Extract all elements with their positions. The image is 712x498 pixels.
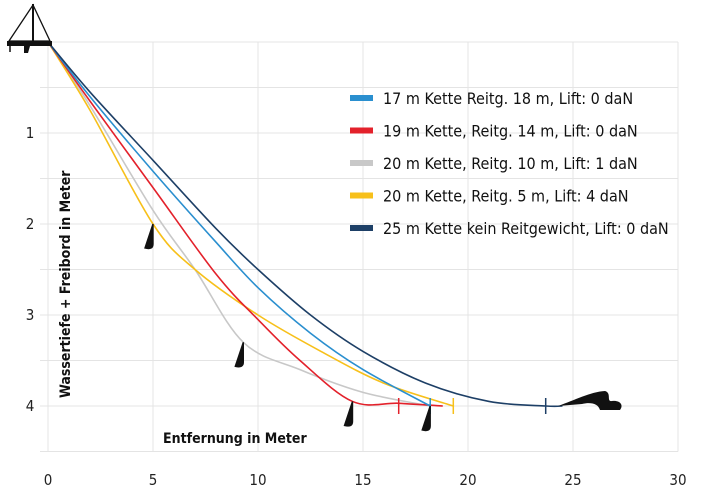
series-lines	[47, 41, 563, 432]
legend-label: 20 m Kette, Reitg. 10 m, Lift: 1 daN	[383, 154, 638, 173]
series-line	[47, 41, 454, 407]
sailboat-icon	[7, 3, 52, 53]
series-line	[47, 41, 431, 407]
x-tick-label: 15	[354, 471, 371, 489]
x-axis-ticks: 0 5 10 15 20 25 30	[44, 471, 687, 489]
legend-swatch	[350, 160, 373, 166]
x-tick-label: 20	[459, 471, 476, 489]
anchor-icon	[558, 391, 622, 410]
legend-swatch	[350, 95, 373, 101]
rider-weight-icon	[144, 223, 154, 250]
x-tick-label: 30	[669, 471, 686, 489]
legend-swatch	[350, 127, 373, 134]
rider-weight-icon	[421, 405, 431, 432]
y-tick-label: 3	[26, 306, 35, 324]
x-axis-label: Entfernung in Meter	[163, 431, 307, 447]
legend-swatch	[350, 192, 373, 199]
x-tick-label: 10	[249, 471, 266, 489]
legend-label: 20 m Kette, Reitg. 5 m, Lift: 4 daN	[383, 187, 629, 206]
rider-weight-icon	[343, 401, 354, 427]
legend-label: 19 m Kette, Reitg. 14 m, Lift: 0 daN	[383, 122, 638, 141]
x-tick-label: 0	[44, 471, 53, 489]
legend-label: 17 m Kette Reitg. 18 m, Lift: 0 daN	[383, 89, 633, 108]
series-line	[47, 41, 431, 407]
x-tick-label: 5	[149, 471, 158, 489]
legend-label: 25 m Kette kein Reitgewicht, Lift: 0 daN	[383, 219, 669, 238]
rider-weight-icon	[234, 342, 244, 368]
legend: 17 m Kette Reitg. 18 m, Lift: 0 daN 19 m …	[350, 89, 669, 238]
series-line	[47, 41, 443, 407]
series-line	[47, 41, 563, 408]
y-axis-ticks: 1 2 3 4	[26, 124, 35, 415]
y-axis-label: Wassertiefe + Freibord in Meter	[58, 170, 74, 398]
y-tick-label: 2	[26, 215, 35, 233]
x-tick-label: 25	[564, 471, 581, 489]
legend-swatch	[350, 225, 373, 231]
y-tick-label: 1	[26, 124, 35, 142]
y-tick-label: 4	[26, 397, 35, 415]
